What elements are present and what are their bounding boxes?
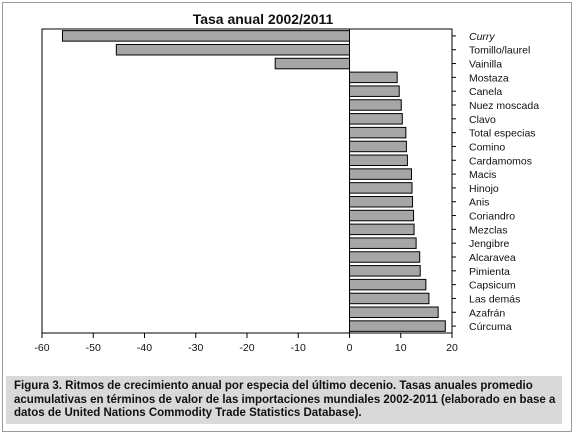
bar-hinojo	[349, 182, 413, 194]
bar-mezclas	[349, 223, 415, 236]
x-tick-label: 10	[395, 342, 407, 354]
bar-anis	[349, 195, 414, 208]
x-tick-label: -30	[188, 342, 203, 354]
category-label: Nuez moscada	[469, 100, 539, 112]
category-label: Vainilla	[469, 59, 502, 71]
x-tick-label: -20	[239, 342, 254, 354]
category-label: Comino	[469, 141, 505, 153]
bar-macis	[349, 168, 413, 180]
bar-cardamomos	[349, 154, 408, 167]
bar-alcaravea	[349, 251, 421, 263]
x-tick-label: -40	[137, 342, 152, 354]
bar-azafrán	[349, 306, 439, 319]
category-label: Las demás	[469, 293, 520, 305]
bar-vainilla	[274, 57, 350, 70]
category-label: Cúrcuma	[469, 321, 512, 333]
chart-title: Tasa anual 2002/2011	[192, 11, 334, 27]
caption-box: Figura 3. Ritmos de crecimiento anual po…	[6, 376, 562, 424]
bar-pimienta	[349, 265, 421, 277]
bar-curry	[62, 30, 350, 42]
category-label: Pimienta	[469, 266, 510, 278]
x-tick-label: 0	[347, 342, 353, 354]
category-label: Anis	[469, 197, 489, 209]
category-label: Azafrán	[469, 307, 505, 319]
category-label: Total especias	[469, 128, 536, 140]
bar-nuez-moscada	[349, 99, 402, 111]
bar-tomillo-laurel	[115, 43, 350, 56]
x-tick-label: -60	[34, 342, 49, 354]
category-label: Hinojo	[469, 183, 499, 195]
bar-canela	[349, 85, 400, 97]
category-label: Jengibre	[469, 238, 509, 250]
x-tick-label: 20	[446, 342, 458, 354]
bar-las-demás	[349, 292, 430, 305]
figure-caption: Figura 3. Ritmos de crecimiento anual po…	[14, 380, 558, 421]
bar-comino	[349, 140, 407, 153]
bar-coriandro	[349, 209, 415, 222]
category-label: Curry	[469, 31, 495, 43]
category-label: Macis	[469, 169, 496, 181]
category-label: Capsicum	[469, 280, 516, 292]
caption-label: Figura 3.	[14, 380, 62, 392]
x-tick-label: -10	[291, 342, 306, 354]
bar-capsicum	[349, 278, 427, 291]
bar-total-especias	[349, 126, 407, 139]
category-label: Mostaza	[469, 72, 509, 84]
category-label: Canela	[469, 86, 502, 98]
category-label: Alcaravea	[469, 252, 516, 264]
bar-clavo	[349, 113, 403, 125]
caption-text: Ritmos de crecimiento anual por especia …	[14, 380, 556, 419]
x-tick-label: -50	[86, 342, 101, 354]
category-label: Mezclas	[469, 224, 508, 236]
category-label: Tomillo/laurel	[469, 45, 530, 57]
category-label: Clavo	[469, 114, 496, 126]
category-label: Coriandro	[469, 211, 515, 223]
category-label: Cardamomos	[469, 155, 532, 167]
bar-jengibre	[349, 237, 417, 249]
bar-mostaza	[349, 71, 398, 84]
bar-cúrcuma	[349, 320, 446, 332]
